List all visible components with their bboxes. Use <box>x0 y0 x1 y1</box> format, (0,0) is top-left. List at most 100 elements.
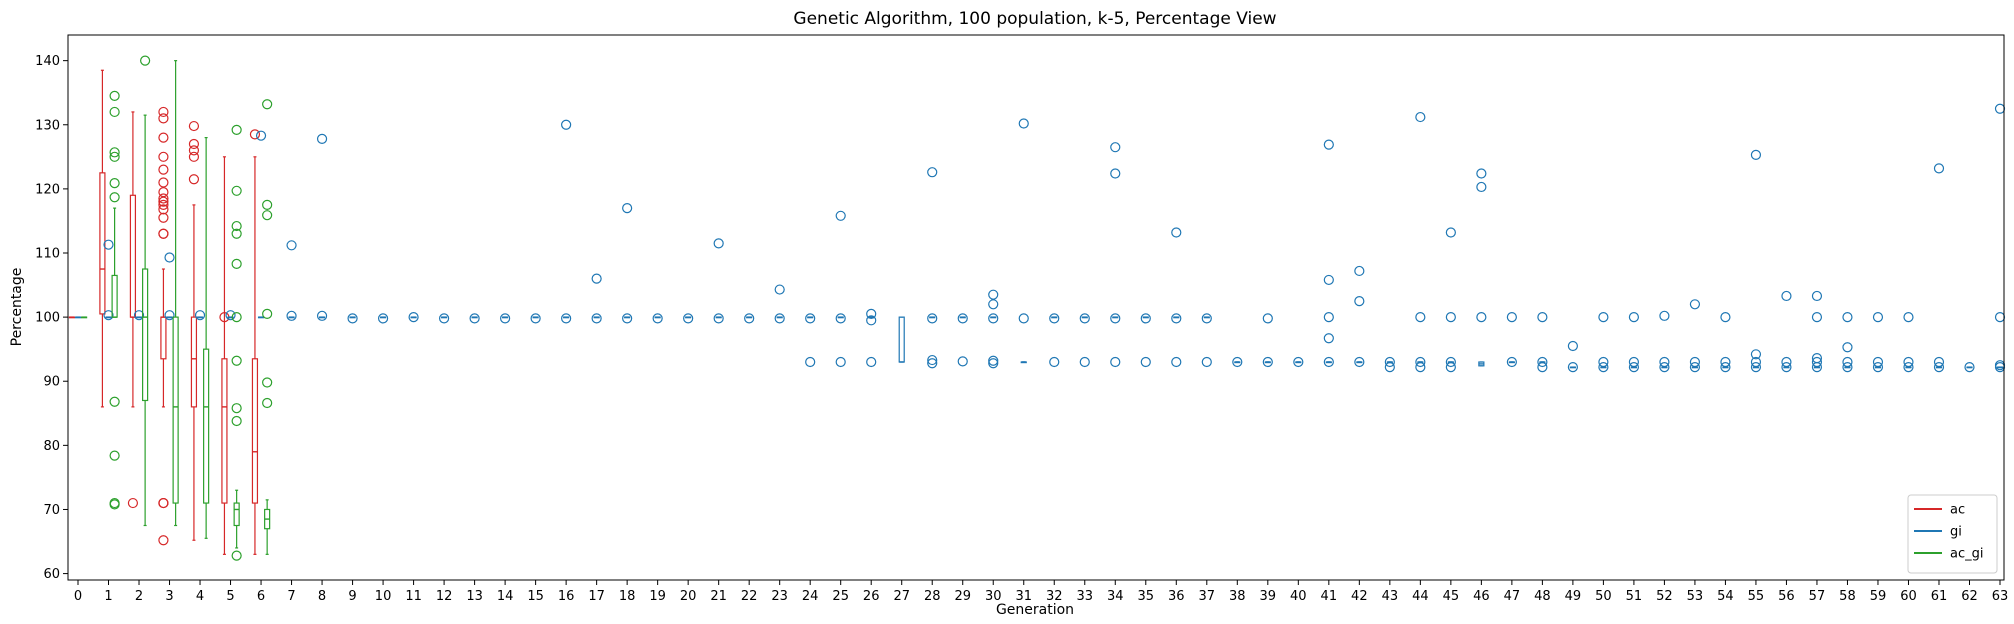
outlier-point <box>231 312 242 323</box>
chart-title: Genetic Algorithm, 100 population, k-5, … <box>793 9 1276 29</box>
outlier-point <box>316 310 328 321</box>
outlier-point <box>1537 356 1548 368</box>
x-tick-label: 45 <box>1443 589 1460 604</box>
x-tick-label: 20 <box>680 589 697 604</box>
x-tick-label: 9 <box>348 589 356 604</box>
outlier-point <box>1018 118 1029 129</box>
outlier-point <box>1323 312 1334 323</box>
outlier-point <box>188 120 200 132</box>
outlier-point <box>1415 356 1426 368</box>
x-tick-label: 12 <box>436 589 453 604</box>
outlier-point <box>1415 111 1426 123</box>
outlier-point <box>347 313 358 324</box>
outlier-point <box>262 397 273 409</box>
x-axis: 0 1 2 3 4 5 6 7 8 9 10 11 12 13 14 15 16 17 18 19 20 21 22 23 24… <box>74 580 2008 604</box>
outlier-point <box>158 199 169 211</box>
outlier-point <box>530 313 541 324</box>
x-tick-label: 30 <box>985 589 1002 604</box>
outlier-point <box>1842 362 1853 373</box>
outlier-point <box>1476 312 1487 323</box>
outlier-point <box>109 147 120 158</box>
outlier-point <box>469 313 480 324</box>
x-tick-label: 37 <box>1199 589 1216 604</box>
outlier-point <box>1720 312 1731 323</box>
x-tick-label: 0 <box>74 589 82 604</box>
x-tick-label: 24 <box>802 589 819 604</box>
box <box>160 316 167 360</box>
x-tick-label: 32 <box>1046 589 1063 604</box>
x-tick-label: 63 <box>1992 589 2009 604</box>
x-tick-label: 28 <box>924 589 941 604</box>
outlier-point <box>127 497 139 509</box>
outlier-point <box>744 313 755 324</box>
outlier-point <box>188 174 200 185</box>
outlier-point <box>1354 265 1365 277</box>
outlier-point <box>927 358 938 369</box>
outlier-point <box>158 228 169 239</box>
outlier-point <box>286 240 297 251</box>
legend-label: gi <box>1950 525 1962 540</box>
y-tick-label: 100 <box>35 311 60 326</box>
outlier-point <box>622 203 633 214</box>
x-tick-label: 34 <box>1107 589 1124 604</box>
plot-frame <box>67 34 2005 581</box>
x-tick-label: 35 <box>1138 589 1155 604</box>
outlier-point <box>1262 356 1273 368</box>
outlier-point <box>1110 356 1121 368</box>
outlier-point <box>408 312 419 323</box>
outlier-point <box>438 313 450 324</box>
outlier-point <box>1171 227 1182 238</box>
x-tick-label: 29 <box>954 589 971 604</box>
outlier-point <box>194 310 206 321</box>
x-tick-label: 54 <box>1717 589 1734 604</box>
outlier-point <box>927 313 938 324</box>
outlier-point <box>835 313 846 324</box>
y-tick-label: 60 <box>43 567 60 582</box>
outlier-point <box>1933 163 1945 174</box>
outlier-point <box>158 132 169 143</box>
outlier-point <box>262 199 273 211</box>
outlier-point <box>158 535 169 546</box>
outlier-point <box>1110 168 1121 179</box>
y-tick-label: 80 <box>43 439 60 454</box>
outlier-point <box>1842 356 1853 368</box>
outlier-point <box>1171 313 1182 324</box>
series-gi <box>74 103 2006 373</box>
outlier-point <box>1933 362 1945 373</box>
outlier-point <box>1659 310 1670 321</box>
outlier-point <box>1445 362 1456 373</box>
outlier-point <box>866 356 877 368</box>
outlier-point <box>1323 139 1334 150</box>
y-axis-label: Percentage <box>9 268 25 347</box>
outlier-point <box>1781 290 1792 302</box>
outlier-point <box>109 497 120 509</box>
legend-label: ac_gi <box>1950 547 1983 562</box>
x-tick-label: 17 <box>588 589 605 604</box>
box <box>203 348 210 504</box>
outlier-point <box>1598 362 1609 373</box>
box <box>129 194 137 318</box>
outlier-point <box>225 310 236 321</box>
outlier-point <box>231 185 242 196</box>
outlier-point <box>805 356 816 368</box>
outlier-point <box>158 204 169 215</box>
outlier-point <box>286 310 297 321</box>
x-tick-label: 60 <box>1900 589 1917 604</box>
x-tick-label: 56 <box>1778 589 1795 604</box>
y-tick-label: 130 <box>35 118 60 133</box>
x-tick-label: 41 <box>1321 589 1338 604</box>
outlier-point <box>140 55 151 66</box>
y-tick-label: 90 <box>43 375 60 390</box>
outlier-point <box>158 186 169 198</box>
outlier-point <box>262 308 273 320</box>
outlier-point <box>1018 313 1029 324</box>
outlier-point <box>231 550 242 561</box>
outlier-point <box>109 450 120 461</box>
outlier-point <box>713 313 724 324</box>
outlier-point <box>1994 103 2006 114</box>
outlier-point <box>1903 312 1914 323</box>
outlier-point <box>158 151 169 162</box>
x-tick-label: 39 <box>1260 589 1277 604</box>
outlier-point <box>1903 356 1914 368</box>
